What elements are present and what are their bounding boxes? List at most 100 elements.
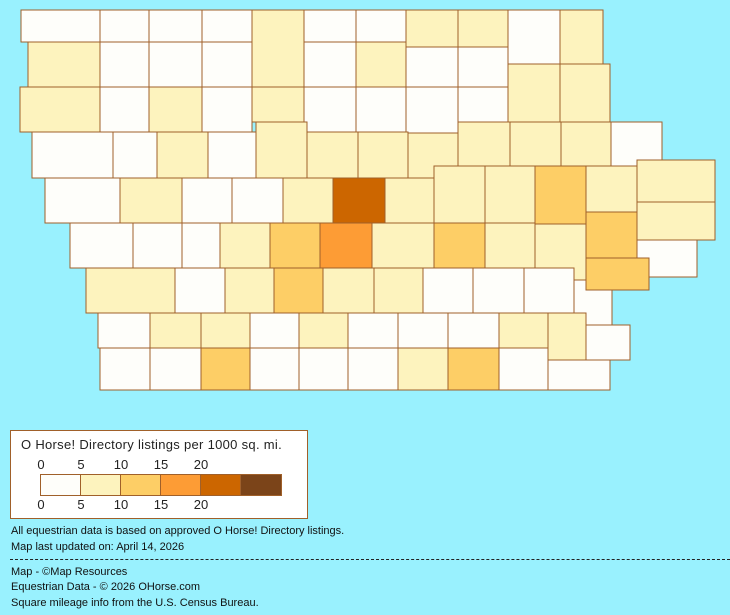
- county: [148, 9, 203, 43]
- county: [347, 312, 399, 349]
- county: [149, 312, 202, 349]
- legend-color-scale: [40, 474, 282, 496]
- county: [322, 267, 375, 314]
- county: [20, 9, 101, 43]
- county: [255, 121, 308, 179]
- legend-tick-bottom: 5: [77, 497, 85, 512]
- county: [319, 222, 373, 271]
- legend-swatch: [81, 475, 121, 495]
- county: [371, 222, 435, 269]
- county: [484, 165, 536, 224]
- updated-note: Map last updated on: April 14, 2026: [11, 541, 185, 553]
- county: [498, 312, 549, 349]
- county: [457, 121, 511, 167]
- county: [249, 312, 300, 349]
- legend-tick-bottom: 0: [37, 497, 45, 512]
- county: [251, 9, 305, 88]
- county: [534, 165, 587, 225]
- county: [433, 165, 486, 224]
- legend-tick-top: 0: [37, 457, 45, 472]
- county: [523, 267, 575, 314]
- county: [269, 222, 321, 269]
- county: [405, 9, 459, 48]
- legend-tick-top: 15: [153, 457, 169, 472]
- county: [560, 121, 612, 167]
- county: [282, 177, 334, 224]
- legend-tick-bottom: 15: [153, 497, 169, 512]
- county: [636, 201, 716, 241]
- county: [306, 131, 359, 179]
- county: [201, 41, 253, 88]
- county: [303, 9, 357, 43]
- county: [112, 131, 158, 179]
- county: [97, 312, 151, 349]
- county: [457, 46, 509, 88]
- county: [201, 9, 253, 43]
- county: [219, 222, 271, 269]
- divider: [10, 559, 730, 560]
- county: [373, 267, 424, 314]
- county: [355, 41, 407, 88]
- county: [85, 267, 176, 314]
- county: [99, 86, 150, 133]
- county: [384, 177, 435, 224]
- county: [298, 312, 349, 349]
- county: [181, 177, 233, 224]
- county: [174, 267, 226, 314]
- legend-swatch: [121, 475, 161, 495]
- legend-swatch: [41, 475, 81, 495]
- county: [207, 131, 257, 179]
- county: [610, 121, 663, 167]
- county: [132, 222, 183, 269]
- county: [251, 86, 305, 123]
- county: [44, 177, 121, 224]
- county: [200, 347, 251, 391]
- county: [303, 41, 357, 88]
- county: [585, 165, 638, 213]
- county: [99, 347, 151, 391]
- legend-swatch: [241, 475, 281, 495]
- county: [119, 177, 183, 224]
- map-credit: Map - ©Map Resources: [11, 566, 128, 578]
- legend-tick-bottom: 20: [193, 497, 209, 512]
- county: [547, 312, 587, 361]
- county: [303, 86, 357, 133]
- county: [19, 86, 101, 133]
- county: [27, 41, 101, 88]
- legend-swatch: [201, 475, 241, 495]
- legend-tick-bottom: 10: [113, 497, 129, 512]
- county: [273, 267, 324, 314]
- county: [397, 312, 449, 349]
- census-credit: Square mileage info from the U.S. Census…: [11, 597, 259, 609]
- county: [457, 86, 509, 123]
- county: [332, 177, 386, 224]
- legend-title: O Horse! Directory listings per 1000 sq.…: [21, 437, 283, 452]
- legend-swatch: [161, 475, 201, 495]
- county: [405, 46, 459, 88]
- county: [148, 41, 203, 88]
- county: [472, 267, 525, 314]
- county: [547, 359, 611, 391]
- county: [447, 347, 500, 391]
- county: [31, 131, 114, 179]
- county: [585, 324, 631, 361]
- data-credit: Equestrian Data - © 2026 OHorse.com: [11, 581, 201, 593]
- county: [201, 86, 253, 133]
- county: [181, 222, 221, 269]
- legend: O Horse! Directory listings per 1000 sq.…: [10, 430, 308, 519]
- county: [69, 222, 134, 269]
- county: [433, 222, 486, 269]
- county: [559, 63, 611, 123]
- county: [498, 347, 549, 391]
- county: [585, 211, 638, 259]
- county: [507, 9, 561, 65]
- county: [636, 159, 716, 203]
- county: [484, 222, 536, 269]
- county: [200, 312, 251, 349]
- iowa-county-map: [19, 9, 716, 391]
- county: [99, 41, 150, 88]
- county: [457, 9, 509, 48]
- county: [156, 131, 209, 179]
- county: [585, 257, 650, 291]
- county: [355, 9, 407, 43]
